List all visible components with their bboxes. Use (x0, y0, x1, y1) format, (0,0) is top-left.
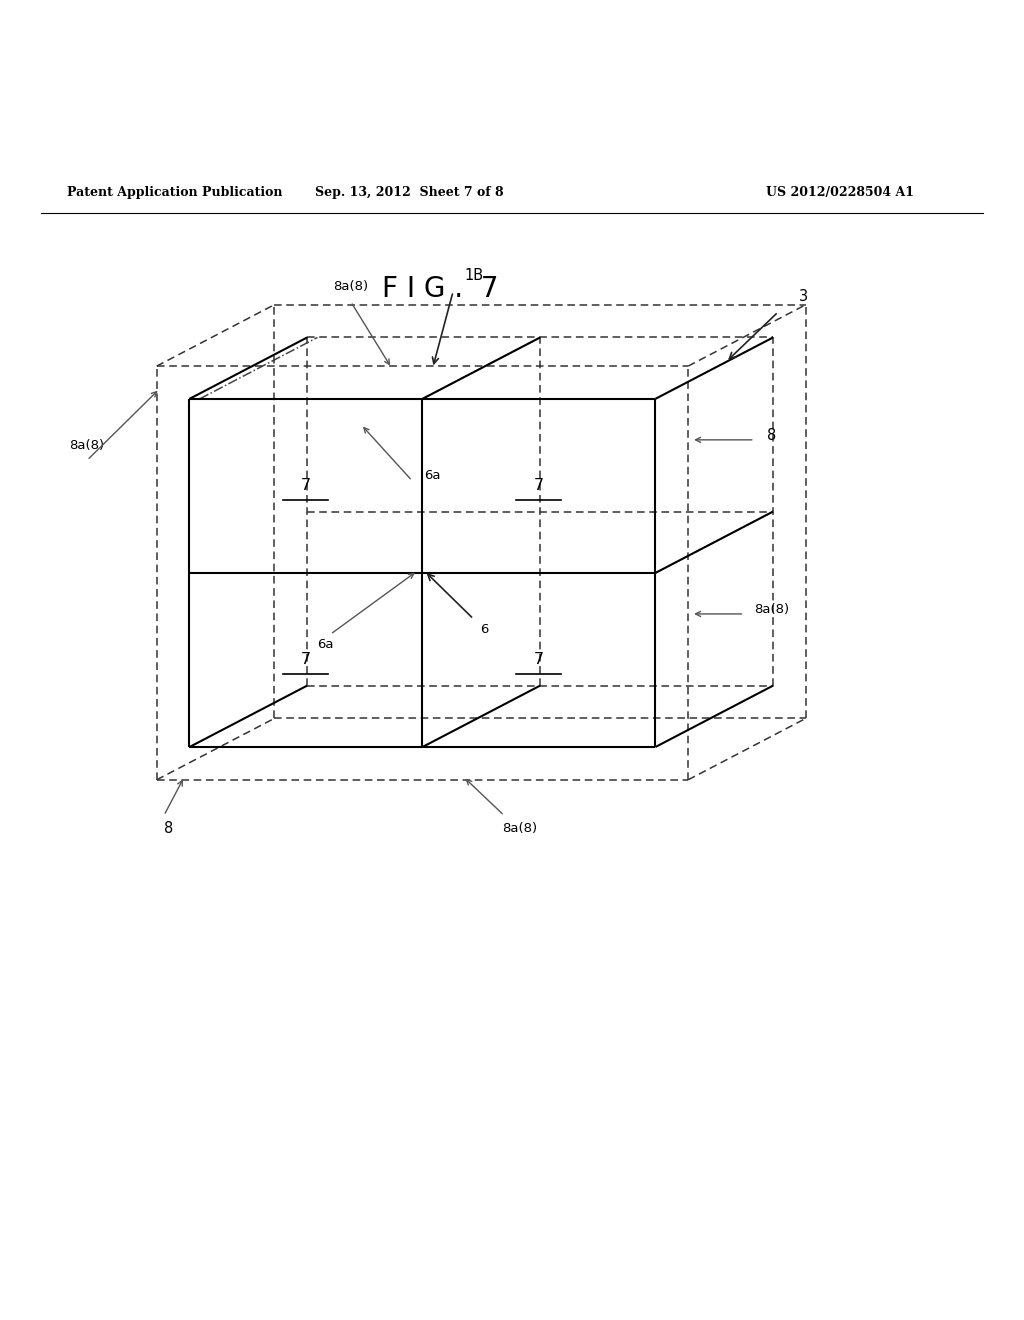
Text: 7: 7 (301, 478, 311, 494)
Text: 7: 7 (534, 652, 544, 668)
Text: 6: 6 (479, 623, 488, 636)
Text: 6a: 6a (424, 469, 441, 482)
Text: 8a(8): 8a(8) (333, 280, 369, 293)
Text: 8: 8 (767, 428, 777, 444)
Text: Patent Application Publication: Patent Application Publication (67, 186, 282, 198)
Text: 1B: 1B (464, 268, 483, 284)
Text: 7: 7 (301, 652, 311, 668)
Text: US 2012/0228504 A1: US 2012/0228504 A1 (766, 186, 913, 198)
Text: F I G .  7: F I G . 7 (382, 276, 499, 304)
Text: Sep. 13, 2012  Sheet 7 of 8: Sep. 13, 2012 Sheet 7 of 8 (315, 186, 504, 198)
Text: 3: 3 (800, 289, 808, 304)
Text: 8: 8 (164, 821, 174, 837)
Text: 8a(8): 8a(8) (755, 603, 790, 616)
Text: 6a: 6a (316, 638, 334, 651)
Text: 8a(8): 8a(8) (502, 822, 538, 836)
Text: 7: 7 (534, 478, 544, 494)
Text: 8a(8): 8a(8) (70, 440, 104, 453)
